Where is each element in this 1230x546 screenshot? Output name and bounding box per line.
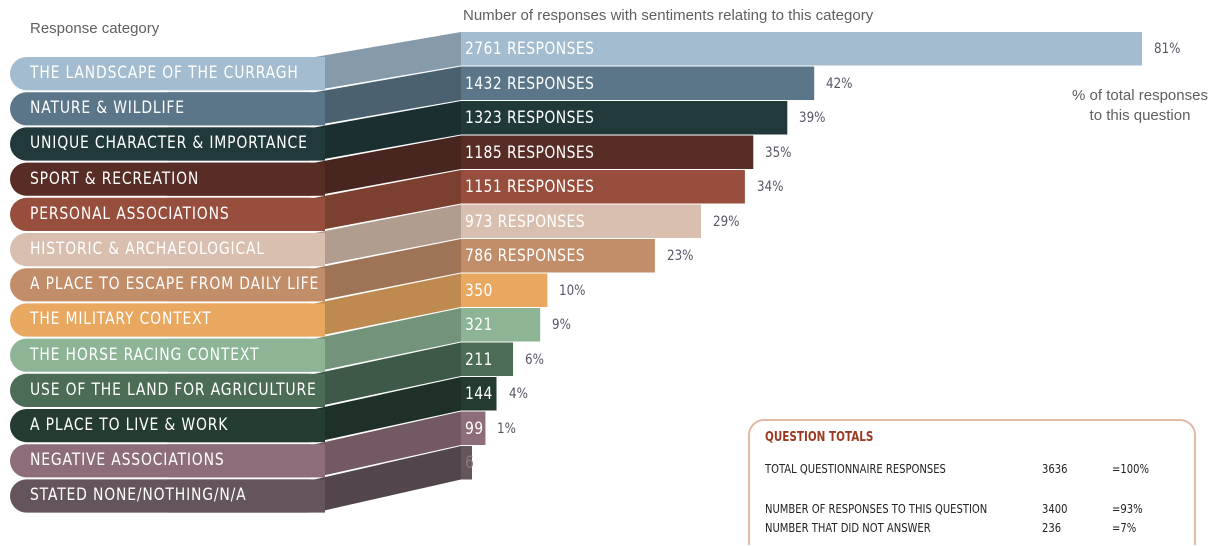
percent-label: 23% [666,248,694,264]
category-pill-body [167,162,325,196]
category-label: THE MILITARY CONTEXT [30,309,212,330]
totals-row-count: 3400 [1042,501,1068,516]
bar-value-label: 973 RESPONSES [465,211,586,232]
bar-value-label: 350 [465,280,493,301]
percent-label: 81% [1154,41,1181,57]
percent-label: 35% [765,144,792,161]
percent-label: 42% [826,75,853,92]
data-bar [461,32,1142,66]
category-label: NATURE & WILDLIFE [30,98,185,119]
connector-band [315,446,461,513]
category-label: USE OF THE LAND FOR AGRICULTURE [30,379,317,400]
totals-row-label: NUMBER OF RESPONSES TO THIS QUESTION [765,501,988,516]
connector-band [315,135,461,196]
category-label: PERSONAL ASSOCIATIONS [30,203,230,224]
totals-row-count: 3636 [1042,461,1068,476]
bar-value-label: 1151 RESPONSES [465,177,595,197]
bar-value-label: 6 [465,453,475,473]
connector-band [315,308,461,372]
data-bar [461,239,655,273]
category-pill-body [167,92,325,126]
category-label: THE LANDSCAPE OF THE CURRAGH [30,63,299,83]
percent-label: 4% [508,386,528,402]
category-label: STATED NONE/NOTHING/N/A [30,485,247,506]
category-pill-body [167,197,325,231]
category-label: THE HORSE RACING CONTEXT [30,344,260,365]
percent-label: 29% [712,213,740,230]
totals-row-pct: =7% [1112,520,1137,535]
percent-label: 39% [799,110,826,126]
data-bar [461,273,548,307]
category-pill-body [167,338,325,372]
data-bar [461,101,788,135]
data-bar [461,66,815,100]
bar-value-label: 99 [465,418,484,439]
category-pill-body [167,479,325,513]
bar-value-label: 2761 RESPONSES [465,39,595,59]
category-pill-body [167,268,325,302]
category-axis-title: Response category [30,20,160,37]
connector-band [315,342,461,407]
category-label: NEGATIVE ASSOCIATIONS [30,450,225,471]
connector-band [315,204,461,267]
percent-label: 34% [756,179,784,195]
connector-band [315,66,461,126]
totals-row-count: 236 [1042,520,1062,535]
data-bar [461,377,497,411]
category-pill-body [167,373,325,407]
data-bar [461,204,701,238]
category-label: SPORT & RECREATION [30,168,200,189]
totals-row-label: TOTAL QUESTIONNAIRE RESPONSES [765,461,946,476]
category-label: UNIQUE CHARACTER & IMPORTANCE [30,133,308,154]
percent-label: 6% [525,351,544,368]
connector-band [315,239,461,302]
connector-band [315,170,461,231]
bar-value-label: 211 [465,349,493,370]
connector-band [315,411,461,478]
value-axis-title: Number of responses with sentiments rela… [463,7,874,24]
percent-label: 1% [497,420,517,437]
bar-value-label: 1432 RESPONSES [465,73,595,94]
category-pill-body [167,303,325,337]
totals-row-pct: =93% [1112,501,1143,516]
percent-axis-title-line1: % of total responses [1072,87,1208,104]
data-bar [461,446,472,480]
totals-row-pct: =100% [1112,461,1149,476]
totals-title: QUESTION TOTALS [765,430,874,445]
data-bar [461,170,745,204]
totals-row-label: NUMBER THAT DID NOT ANSWER [765,520,931,535]
percent-label: 10% [559,282,586,299]
category-label: A PLACE TO LIVE & WORK [30,415,229,435]
bar-value-label: 1185 RESPONSES [465,142,595,163]
data-bar [461,308,541,342]
category-label: HISTORIC & ARCHAEOLOGICAL [30,239,265,259]
category-pill-body [167,233,325,267]
category-label: A PLACE TO ESCAPE FROM DAILY LIFE [30,274,320,295]
bar-value-label: 321 [465,315,493,335]
data-bar [461,342,514,376]
connector-band [315,273,461,337]
connector-band [315,377,461,443]
connector-band [315,32,461,91]
percent-axis-title-line2: to this question [1089,107,1191,124]
bar-value-label: 786 RESPONSES [465,246,586,266]
category-pill-body [167,127,325,161]
percent-label: 9% [552,317,572,333]
percent-axis-title: % of total responses to this question [1050,86,1230,126]
bar-value-label: 1323 RESPONSES [465,108,595,128]
category-pill-body [167,444,325,478]
category-pill-body [167,409,325,443]
category-pill-body [167,57,325,91]
question-totals-box: QUESTION TOTALS TOTAL QUESTIONNAIRE RESP… [748,419,1196,545]
data-bar [461,411,486,445]
connector-band [315,101,461,161]
data-bar [461,135,754,169]
bar-value-label: 144 [465,384,493,404]
